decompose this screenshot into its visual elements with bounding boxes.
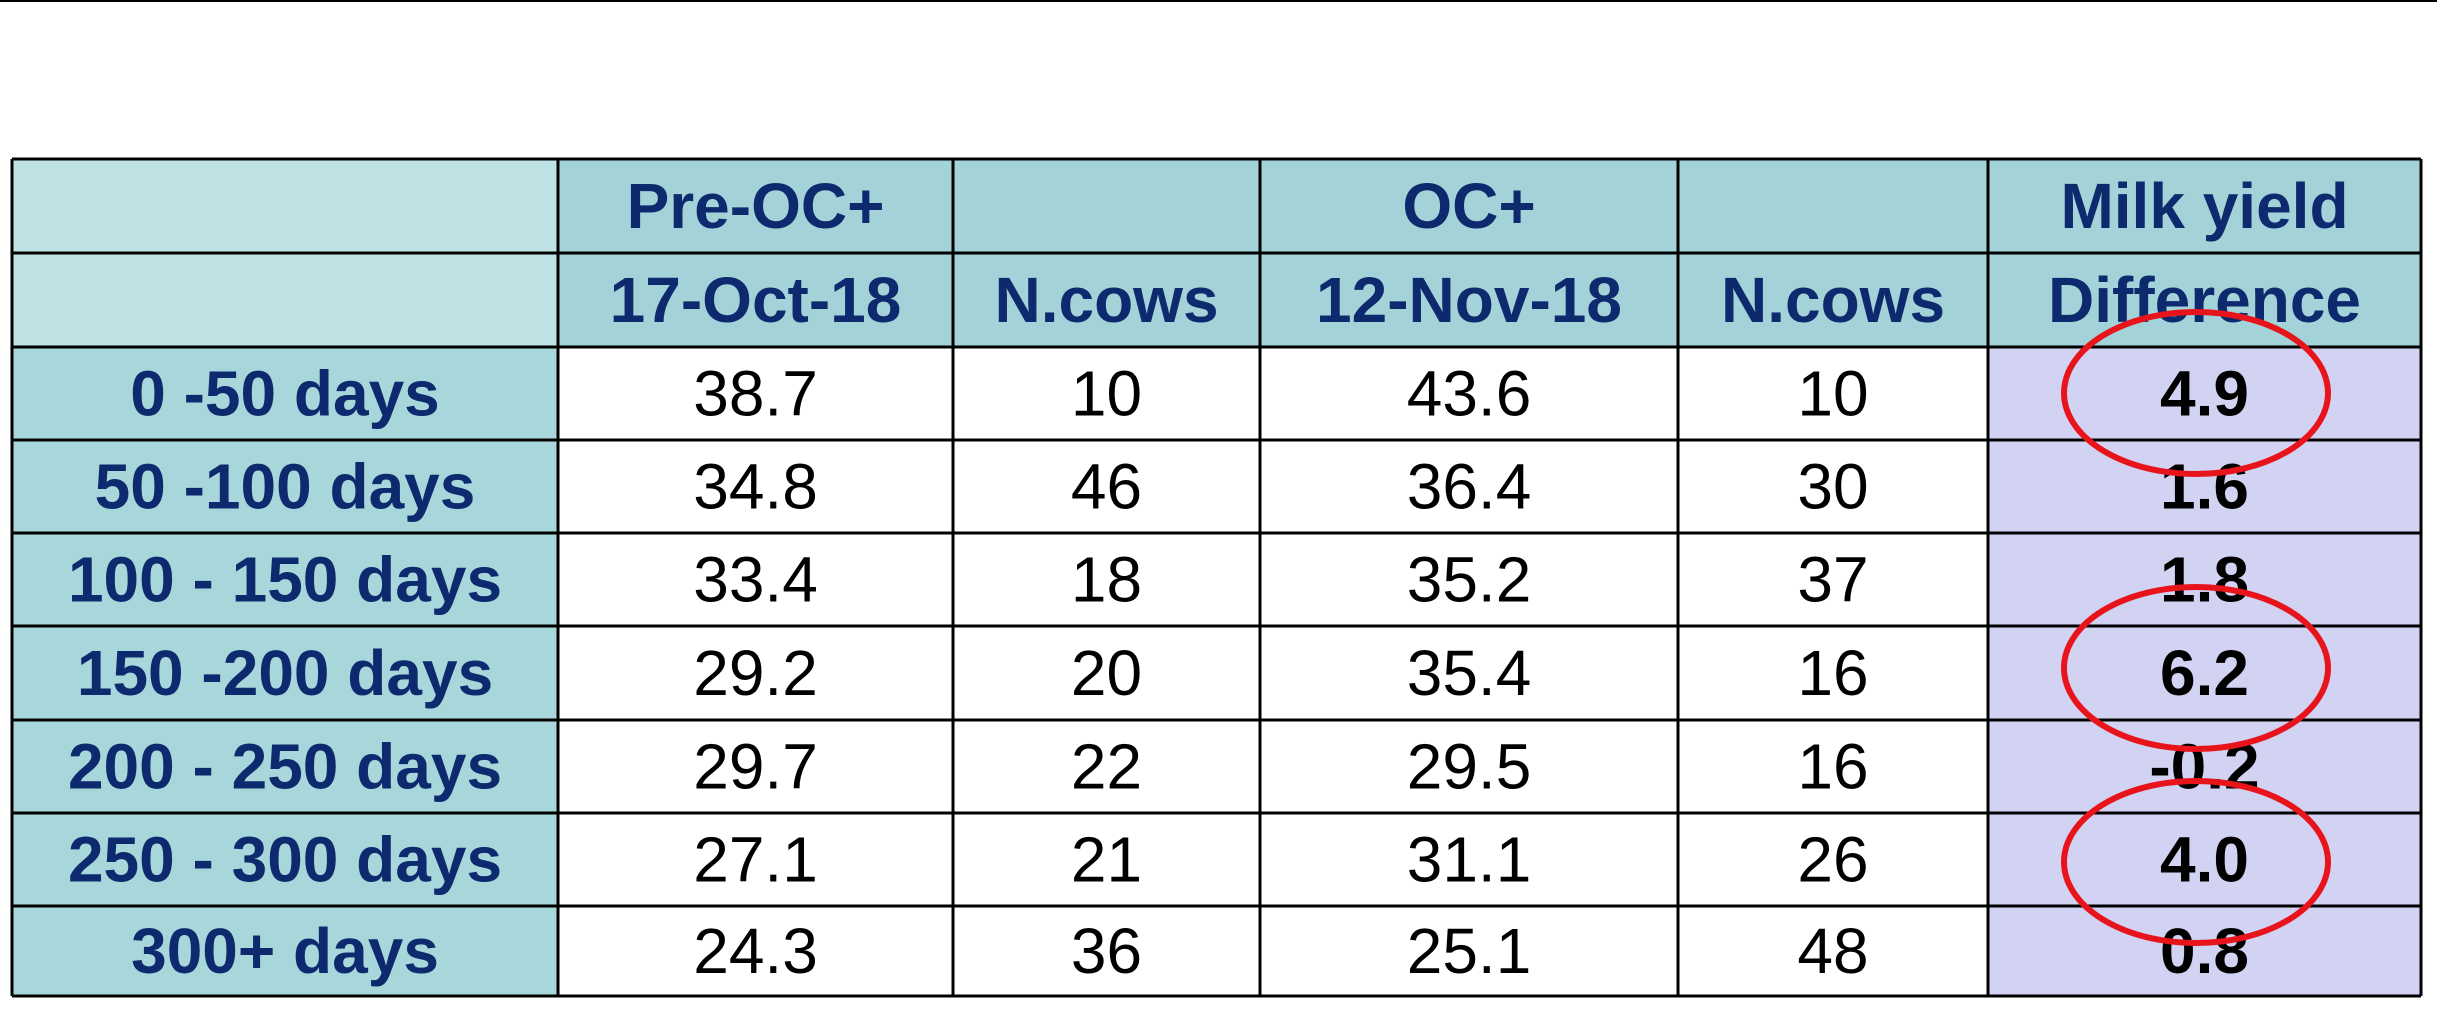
data-bg	[558, 347, 1988, 996]
data-cell: 35.2	[1407, 544, 1532, 616]
data-cell: 10	[1797, 358, 1868, 430]
difference-cell: 4.0	[2160, 824, 2249, 896]
data-cell: 20	[1071, 637, 1142, 709]
header-subtitle: N.cows	[1721, 264, 1945, 336]
header-title: Pre-OC+	[627, 170, 885, 242]
row-label: 250 - 300 days	[68, 824, 502, 896]
header-subtitle: Difference	[2048, 264, 2361, 336]
row-label: 100 - 150 days	[68, 544, 502, 616]
data-cell: 25.1	[1407, 915, 1532, 987]
data-cell: 30	[1797, 451, 1868, 523]
data-cell: 36.4	[1407, 451, 1532, 523]
data-cell: 36	[1071, 915, 1142, 987]
difference-cell: 1.8	[2160, 544, 2249, 616]
difference-cell: 6.2	[2160, 637, 2249, 709]
header-subtitle: N.cows	[994, 264, 1218, 336]
data-cell: 16	[1797, 637, 1868, 709]
data-cell: 38.7	[693, 358, 818, 430]
data-cell: 24.3	[693, 915, 818, 987]
data-cell: 16	[1797, 731, 1868, 803]
data-cell: 10	[1071, 358, 1142, 430]
data-cell: 29.7	[693, 731, 818, 803]
header-title: Milk yield	[2060, 170, 2348, 242]
difference-cell: 0.8	[2160, 915, 2249, 987]
data-cell: 18	[1071, 544, 1142, 616]
highlight-circle	[2061, 778, 2331, 946]
data-cell: 22	[1071, 731, 1142, 803]
header-subtitle: 12-Nov-18	[1316, 264, 1622, 336]
data-cell: 21	[1071, 824, 1142, 896]
header-subtitle: 17-Oct-18	[610, 264, 902, 336]
data-cell: 34.8	[693, 451, 818, 523]
data-cell: 29.5	[1407, 731, 1532, 803]
row-label: 200 - 250 days	[68, 731, 502, 803]
data-cell: 35.4	[1407, 637, 1532, 709]
data-cell: 29.2	[693, 637, 818, 709]
header-title: OC+	[1402, 170, 1535, 242]
data-cell: 43.6	[1407, 358, 1532, 430]
difference-column-bg	[1988, 347, 2421, 996]
data-cell: 26	[1797, 824, 1868, 896]
data-cell: 37	[1797, 544, 1868, 616]
highlight-circle	[2061, 309, 2331, 477]
label-column-bg	[12, 347, 558, 996]
row-label: 0 -50 days	[130, 358, 440, 430]
data-cell: 31.1	[1407, 824, 1532, 896]
row-label: 50 -100 days	[95, 451, 476, 523]
row-label: 300+ days	[131, 915, 439, 987]
data-cell: 33.4	[693, 544, 818, 616]
data-cell: 27.1	[693, 824, 818, 896]
row-label: 150 -200 days	[77, 637, 493, 709]
difference-cell: 4.9	[2160, 358, 2249, 430]
data-cell: 46	[1071, 451, 1142, 523]
difference-cell: 1.6	[2160, 451, 2249, 523]
data-cell: 48	[1797, 915, 1868, 987]
highlight-circle	[2061, 584, 2331, 752]
